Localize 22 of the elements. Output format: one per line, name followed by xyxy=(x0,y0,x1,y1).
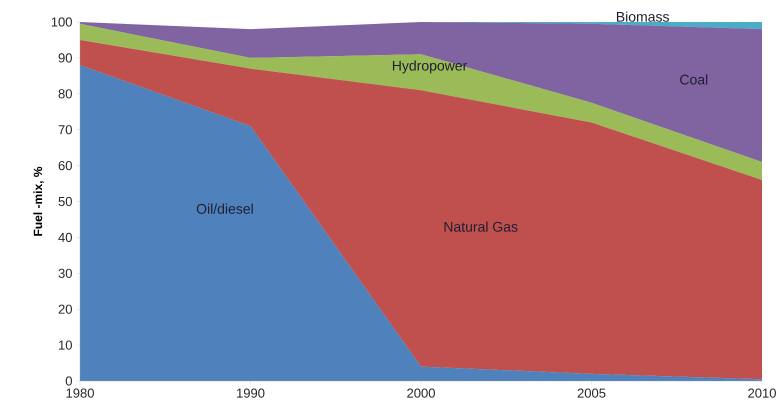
y-tick-label: 30 xyxy=(58,268,72,278)
x-tick-label: 1990 xyxy=(237,388,264,398)
y-tick-label: 40 xyxy=(58,232,72,242)
series-label: Hydropower xyxy=(392,60,468,74)
y-tick-label: 100 xyxy=(52,17,72,27)
y-tick-label: 0 xyxy=(66,376,72,386)
y-tick-label: 80 xyxy=(58,89,72,98)
x-tick-label: 1980 xyxy=(66,388,94,398)
series-label: Natural Gas xyxy=(444,221,518,232)
y-tick-label: 70 xyxy=(58,125,72,134)
x-tick-label: 2005 xyxy=(578,388,606,398)
y-axis-title: Fuel -mix, % xyxy=(33,166,44,236)
x-tick-label: 2010 xyxy=(748,388,776,398)
y-tick-label: 10 xyxy=(59,340,72,350)
y-tick-label: 20 xyxy=(58,304,72,314)
y-tick-label: 60 xyxy=(58,160,72,170)
y-tick-label: 90 xyxy=(58,53,72,62)
series-label: Biomass xyxy=(616,11,669,22)
x-tick-label: 2000 xyxy=(407,388,435,398)
series-label: Oil/diesel xyxy=(196,204,253,214)
series-label: Coal xyxy=(680,74,708,85)
y-tick-label: 50 xyxy=(58,196,72,206)
